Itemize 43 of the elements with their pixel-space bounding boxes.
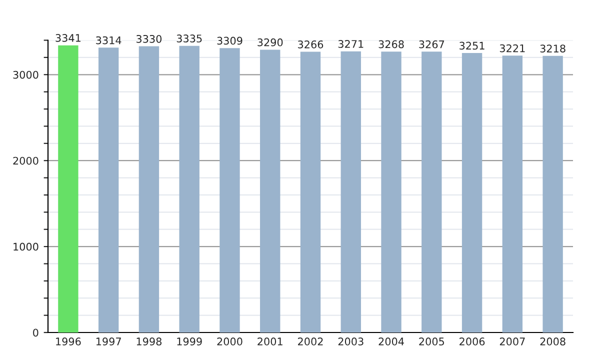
bar xyxy=(260,50,280,332)
x-tick-label: 2008 xyxy=(540,338,566,346)
data-label: 3314 xyxy=(96,36,122,44)
bar xyxy=(58,45,78,332)
y-tick-label: 1000 xyxy=(14,242,38,251)
data-label: 3218 xyxy=(540,44,566,52)
bar xyxy=(462,53,482,332)
x-tick-label: 1998 xyxy=(136,338,162,346)
x-tick-label: 1999 xyxy=(177,338,202,346)
bar xyxy=(542,56,563,332)
bar xyxy=(422,52,442,332)
x-tick-label: 2005 xyxy=(419,338,444,346)
x-tick-label: 2002 xyxy=(298,338,323,346)
bar xyxy=(179,46,200,332)
data-label: 3335 xyxy=(176,34,202,42)
x-tick-label: 2007 xyxy=(500,338,525,346)
data-label: 3330 xyxy=(136,34,162,43)
x-tick-label: 1996 xyxy=(56,338,81,346)
x-tick-label: 2000 xyxy=(217,338,242,346)
bar xyxy=(300,52,321,332)
data-label: 3268 xyxy=(378,40,404,48)
bar xyxy=(138,46,160,332)
y-tick-label: 2000 xyxy=(13,156,38,165)
bar xyxy=(502,56,523,332)
x-tick-label: 2006 xyxy=(460,338,485,346)
data-label: 3221 xyxy=(500,44,525,52)
y-tick-label: 0 xyxy=(33,328,38,337)
x-tick-label: 2001 xyxy=(258,338,282,346)
data-label: 3271 xyxy=(338,40,364,48)
x-tick-label: 2003 xyxy=(338,338,364,346)
y-tick-label: 3000 xyxy=(13,70,38,79)
bar xyxy=(381,52,402,332)
data-label: 3267 xyxy=(419,40,444,48)
data-label: 3290 xyxy=(258,38,283,46)
data-label: 3341 xyxy=(56,34,80,42)
bar xyxy=(340,51,361,332)
bar xyxy=(98,48,119,332)
x-tick-label: 1997 xyxy=(96,338,121,346)
data-label: 3266 xyxy=(298,40,324,48)
data-label: 3309 xyxy=(217,36,242,45)
data-label: 3251 xyxy=(460,42,484,50)
bar xyxy=(220,48,240,332)
x-tick-label: 2004 xyxy=(378,338,404,346)
